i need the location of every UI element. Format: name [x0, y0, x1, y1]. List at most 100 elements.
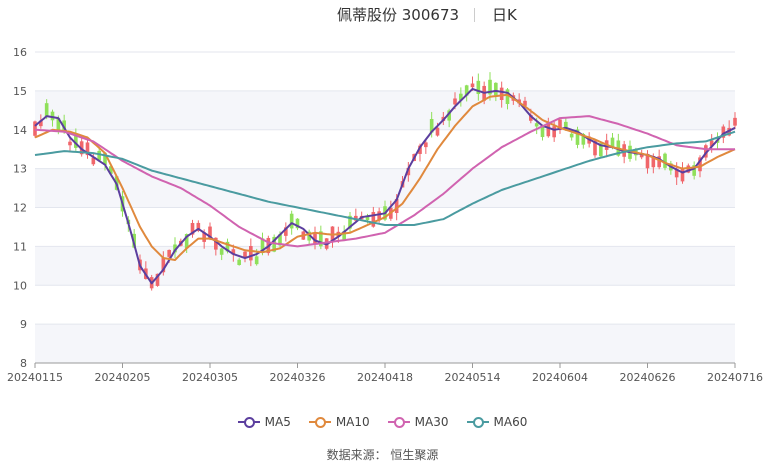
- candle-body: [418, 145, 422, 154]
- x-tick-label: 20240115: [7, 371, 63, 384]
- candle-body: [494, 82, 498, 96]
- candle-body: [424, 142, 428, 148]
- y-tick-label: 12: [13, 202, 27, 215]
- candle-body: [219, 248, 224, 255]
- candle-body: [74, 135, 78, 148]
- candle-body: [249, 246, 253, 261]
- candle-body: [202, 232, 206, 242]
- candle-body: [365, 216, 370, 221]
- candle-body: [499, 87, 504, 101]
- ma60-line: [34, 130, 736, 226]
- candle-body: [62, 120, 66, 131]
- candle-body: [278, 234, 282, 246]
- candle-body: [639, 152, 644, 158]
- candle-body: [470, 83, 475, 88]
- candle-body: [698, 157, 702, 172]
- legend-label-ma60: MA60: [493, 415, 528, 429]
- legend-label-ma10: MA10: [335, 415, 370, 429]
- candle-body: [319, 231, 323, 247]
- candle-body: [564, 121, 568, 130]
- candle-body: [447, 110, 451, 121]
- x-tick-label: 20240626: [620, 371, 676, 384]
- candle-body: [295, 218, 300, 229]
- candle-body: [371, 212, 376, 227]
- candle-body: [435, 127, 440, 136]
- candle-body: [505, 89, 510, 105]
- candle-body: [33, 121, 37, 136]
- candle-body: [394, 198, 399, 213]
- y-tick-label: 14: [13, 124, 27, 137]
- candle-body: [692, 165, 696, 176]
- candle-body: [686, 165, 691, 173]
- ma5-legend-icon: [237, 416, 260, 428]
- candle-body: [97, 150, 101, 161]
- candle-body: [44, 103, 49, 117]
- candle-body: [534, 123, 539, 127]
- legend-label-ma5: MA5: [264, 415, 291, 429]
- chart-title: 佩蒂股份 300673: [337, 6, 460, 24]
- legend-item-ma60[interactable]: MA60: [466, 412, 528, 432]
- candle-body: [593, 140, 597, 156]
- candle-body: [733, 117, 737, 126]
- candle-body: [196, 222, 201, 231]
- ma60-legend-dot: [472, 417, 484, 428]
- title-separator: [474, 8, 475, 22]
- candle-body: [581, 133, 586, 145]
- y-tick-label: 11: [13, 240, 27, 253]
- candle-body: [663, 153, 667, 168]
- candle-body: [243, 251, 247, 258]
- candle-body: [173, 244, 177, 253]
- candle-body: [459, 93, 463, 101]
- period-label: 日K: [492, 6, 517, 24]
- candle-body: [208, 226, 212, 239]
- candle-body: [599, 143, 603, 157]
- candle-body: [569, 133, 574, 138]
- candle-body: [284, 227, 288, 236]
- candle-body: [225, 241, 230, 252]
- candle-body: [709, 140, 714, 147]
- ma30-legend-icon: [387, 416, 410, 428]
- candle-body: [721, 126, 726, 138]
- candle-body: [190, 223, 195, 235]
- candle-body: [103, 152, 107, 165]
- candle-body: [674, 168, 679, 178]
- candle-body: [85, 142, 90, 156]
- x-tick-label: 20240326: [270, 371, 326, 384]
- candle-body: [348, 215, 352, 229]
- candle-body: [260, 238, 265, 253]
- candle-body: [429, 118, 434, 133]
- x-tick-label: 20240716: [707, 371, 763, 384]
- candle-body: [307, 231, 311, 241]
- candle-body: [289, 213, 294, 229]
- x-tick-label: 20240604: [532, 371, 588, 384]
- candle-body: [680, 167, 685, 182]
- ma30-line: [34, 115, 735, 248]
- y-tick-label: 10: [13, 279, 27, 292]
- candle-body: [546, 121, 551, 137]
- ma10-line: [34, 93, 736, 261]
- candle-body: [529, 114, 533, 121]
- candle-body: [476, 80, 481, 95]
- candle-body: [645, 153, 650, 169]
- legend-item-ma10[interactable]: MA10: [308, 412, 370, 432]
- candle-body: [91, 157, 96, 165]
- candle-body: [214, 237, 218, 250]
- grid-band: [35, 90, 735, 130]
- candle-body: [231, 249, 236, 255]
- ma60-legend-icon: [466, 416, 489, 428]
- legend-item-ma30[interactable]: MA30: [387, 412, 449, 432]
- candle-body: [540, 125, 545, 138]
- candle-body: [704, 145, 708, 158]
- ma5-legend-dot: [243, 417, 255, 428]
- x-tick-label: 20240305: [182, 371, 238, 384]
- candle-body: [651, 156, 656, 168]
- legend-item-ma5[interactable]: MA5: [237, 412, 291, 432]
- candle-body: [453, 98, 457, 105]
- data-source: 数据来源： 恒生聚源: [326, 448, 439, 462]
- candle-body: [342, 231, 346, 240]
- candle-body: [155, 273, 160, 286]
- x-tick-label: 20240205: [95, 371, 151, 384]
- ma10-legend-icon: [308, 416, 331, 428]
- candle-body: [237, 259, 241, 265]
- candle-body: [56, 117, 61, 131]
